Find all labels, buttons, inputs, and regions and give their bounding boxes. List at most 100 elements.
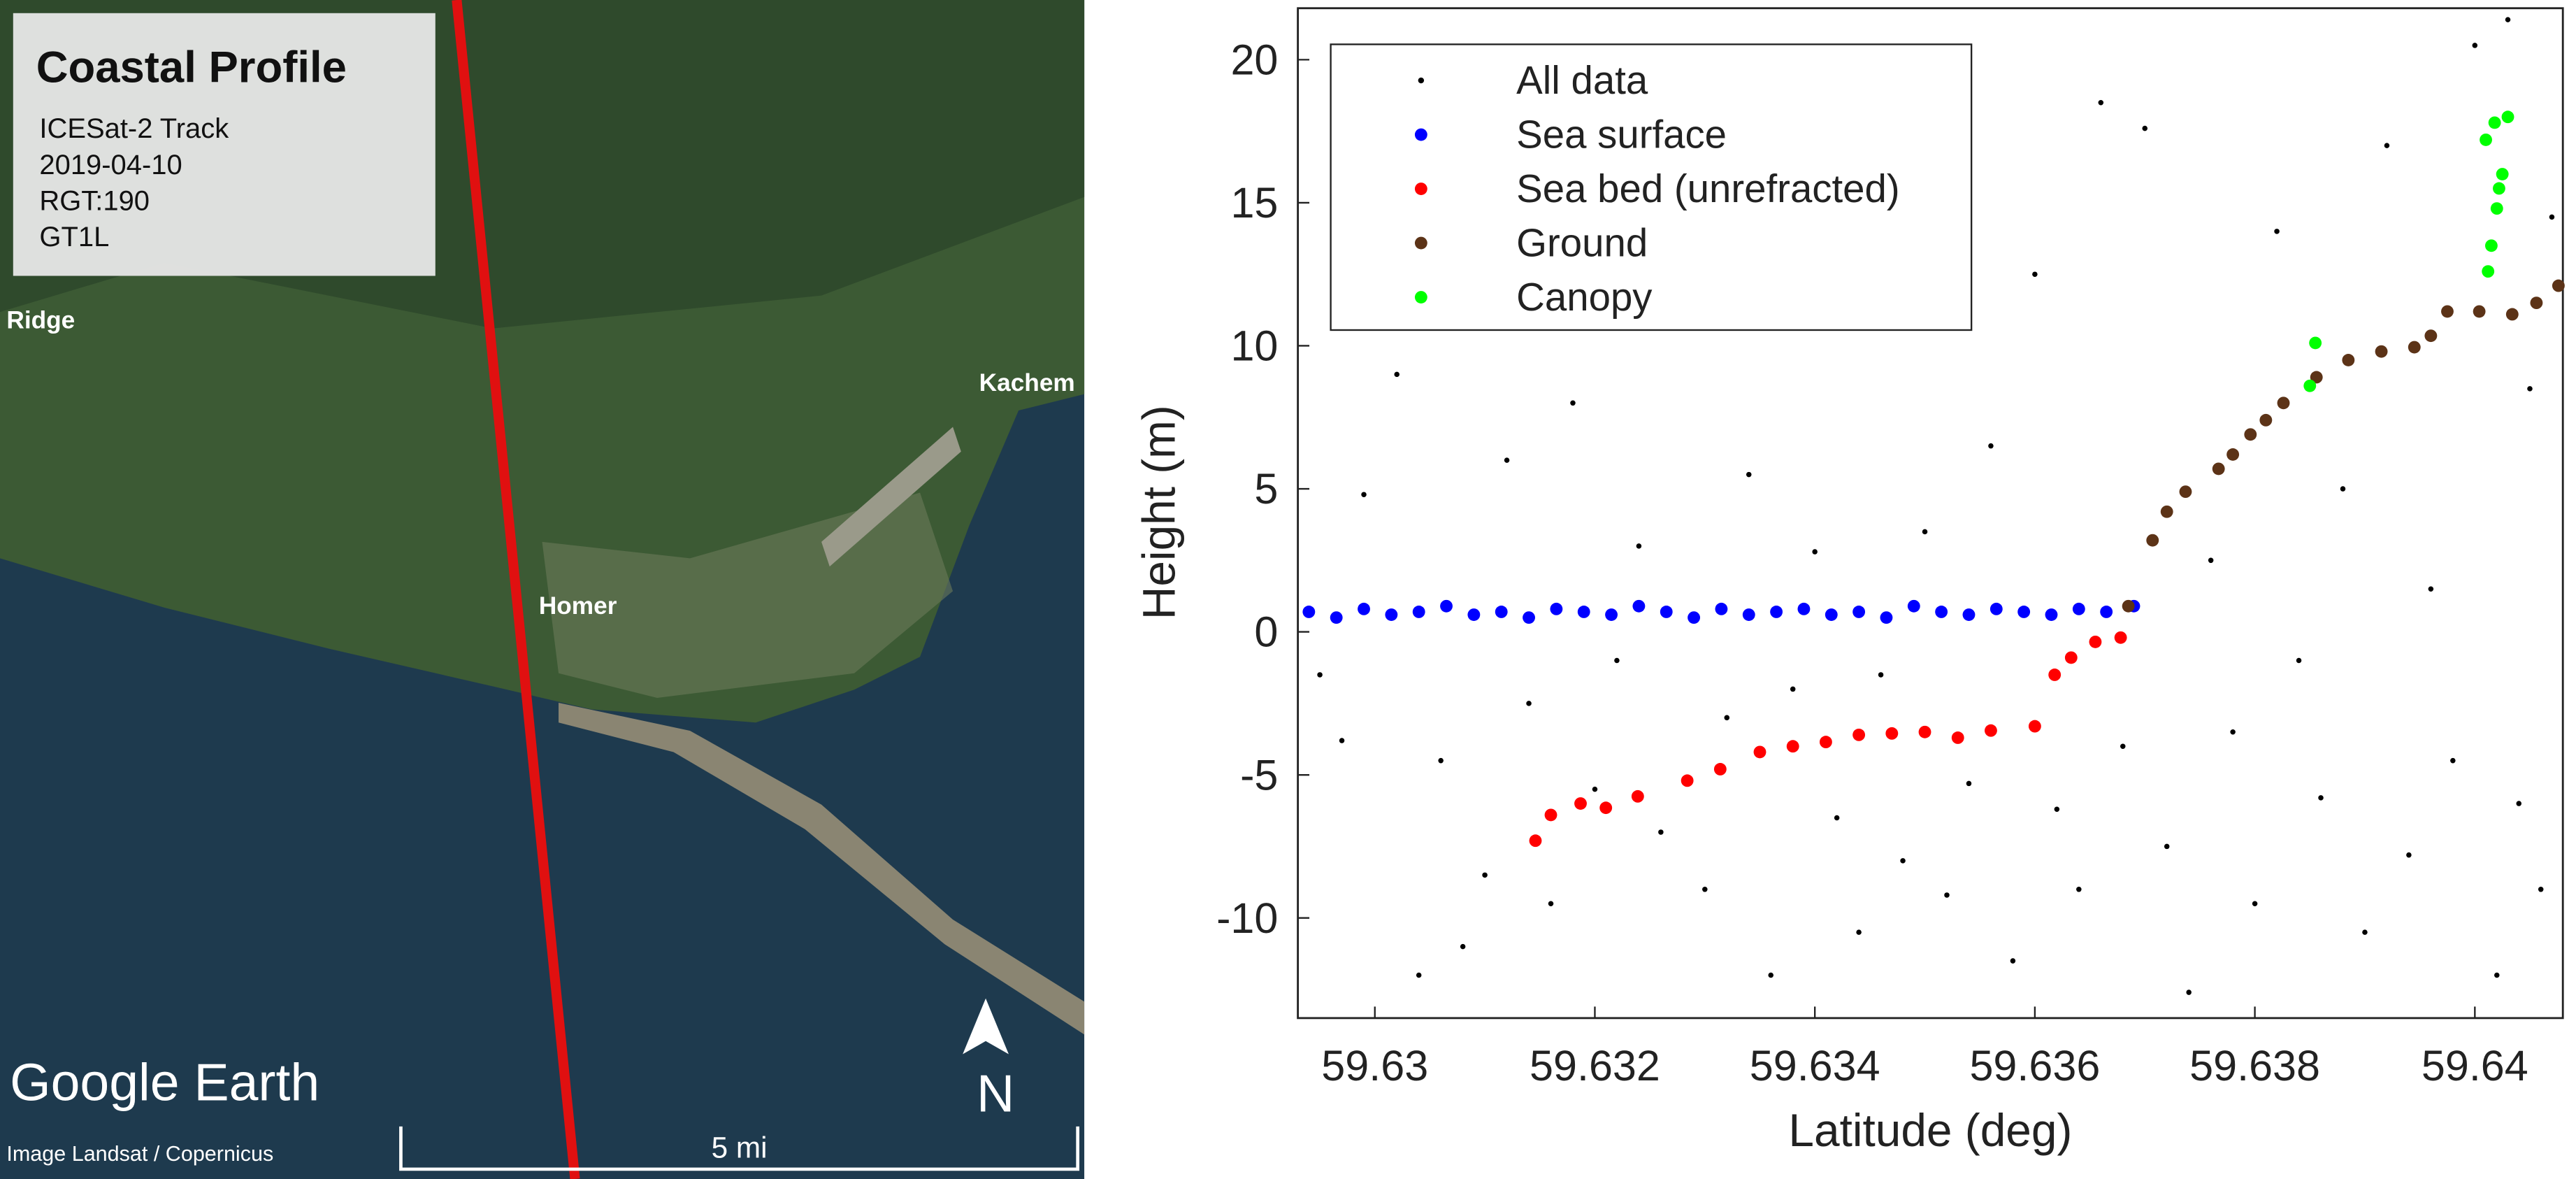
legend-marker bbox=[1414, 236, 1427, 250]
point bbox=[1962, 608, 1976, 621]
point bbox=[2424, 329, 2438, 343]
x-tick-label: 59.632 bbox=[1530, 1042, 1660, 1089]
place-label: Homer bbox=[539, 592, 617, 620]
point bbox=[1885, 727, 1899, 740]
point bbox=[2538, 887, 2544, 892]
point bbox=[1989, 602, 2003, 615]
point bbox=[2017, 606, 2031, 618]
point bbox=[2259, 413, 2273, 427]
point bbox=[2146, 534, 2159, 547]
point bbox=[1681, 774, 1694, 787]
legend-marker bbox=[1414, 291, 1427, 303]
point bbox=[2480, 134, 2492, 146]
point bbox=[1544, 808, 1557, 822]
point bbox=[1438, 757, 1444, 764]
point bbox=[2089, 635, 2102, 648]
point bbox=[2375, 345, 2388, 358]
point bbox=[2274, 229, 2280, 234]
point bbox=[2552, 279, 2565, 292]
point bbox=[2527, 386, 2533, 392]
point bbox=[2318, 795, 2324, 801]
point bbox=[2244, 428, 2257, 441]
legend-box bbox=[1330, 43, 1973, 331]
point bbox=[1599, 801, 1613, 815]
point bbox=[1713, 763, 1727, 776]
x-tick-label: 59.634 bbox=[1750, 1042, 1880, 1089]
point bbox=[1550, 602, 1563, 615]
point bbox=[1753, 745, 1766, 759]
point bbox=[2428, 586, 2434, 592]
point bbox=[1467, 608, 1481, 621]
point bbox=[1460, 943, 1466, 950]
point bbox=[2045, 608, 2058, 621]
point bbox=[2501, 110, 2514, 124]
point bbox=[2098, 99, 2104, 106]
point bbox=[1574, 797, 1587, 810]
point bbox=[2441, 305, 2454, 318]
point bbox=[2114, 631, 2127, 644]
point bbox=[1330, 611, 1343, 624]
x-axis-label: Latitude (deg) bbox=[1788, 1104, 2072, 1156]
point bbox=[2277, 396, 2290, 410]
point bbox=[2340, 486, 2346, 492]
point bbox=[1944, 892, 1950, 898]
point bbox=[1825, 608, 1838, 621]
point bbox=[2076, 887, 2082, 892]
scale-label: 5 mi bbox=[712, 1131, 768, 1164]
point bbox=[2208, 557, 2214, 564]
point bbox=[1790, 686, 1796, 692]
point bbox=[2488, 116, 2501, 129]
point bbox=[1966, 780, 1972, 787]
point bbox=[2226, 448, 2240, 461]
north-label: N bbox=[977, 1064, 1014, 1123]
point bbox=[1577, 606, 1590, 618]
point bbox=[1658, 829, 1664, 835]
point bbox=[2362, 929, 2368, 935]
point bbox=[1412, 606, 1425, 618]
point bbox=[1951, 731, 1964, 744]
point bbox=[2482, 265, 2495, 278]
series bbox=[1529, 631, 2127, 848]
point bbox=[2064, 651, 2078, 664]
point bbox=[2212, 462, 2225, 476]
point bbox=[1907, 599, 1920, 613]
point bbox=[1605, 608, 1618, 621]
spit bbox=[559, 703, 1085, 1035]
point bbox=[1768, 972, 1773, 978]
point bbox=[2406, 852, 2412, 858]
point bbox=[2473, 305, 2486, 318]
map-panel: Coastal Profile ICESat-2 Track 2019-04-1… bbox=[0, 0, 1085, 1179]
point bbox=[1339, 738, 1345, 743]
y-tick-label: -5 bbox=[1240, 751, 1278, 799]
point bbox=[1548, 901, 1554, 906]
y-tick-label: 10 bbox=[1230, 322, 1278, 370]
legend-marker bbox=[1414, 128, 1427, 141]
point bbox=[2054, 806, 2060, 812]
track-info: RGT:190 bbox=[39, 186, 150, 217]
series bbox=[2122, 279, 2565, 613]
point bbox=[1819, 736, 1832, 749]
point bbox=[2179, 485, 2192, 499]
point bbox=[1715, 602, 1728, 615]
point bbox=[1482, 872, 1488, 878]
point bbox=[1746, 471, 1752, 478]
point bbox=[1935, 606, 1948, 618]
point bbox=[1631, 789, 1644, 803]
point bbox=[2384, 143, 2390, 148]
point bbox=[2164, 843, 2170, 850]
point bbox=[1880, 611, 1893, 624]
point bbox=[2122, 599, 2135, 613]
point bbox=[2549, 214, 2555, 220]
point bbox=[1812, 549, 1818, 555]
y-tick-label: -10 bbox=[1216, 894, 1278, 942]
y-tick-label: 0 bbox=[1254, 608, 1278, 656]
x-tick-label: 59.63 bbox=[1321, 1042, 1428, 1089]
point bbox=[1526, 701, 1532, 706]
point bbox=[1632, 599, 1646, 613]
place-label: Ridge bbox=[6, 307, 75, 334]
track-line bbox=[452, 0, 580, 1179]
legend-marker bbox=[1414, 183, 1427, 195]
legend-label: Canopy bbox=[1516, 275, 1653, 319]
point bbox=[2142, 125, 2148, 131]
